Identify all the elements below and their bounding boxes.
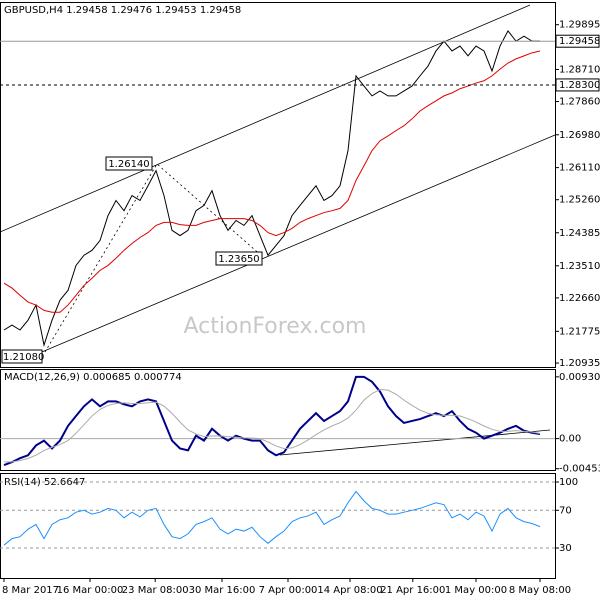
x-tick-label: 8 Mar 2017: [2, 585, 59, 596]
channel-lower: [29, 134, 556, 358]
x-tick-label: 16 Mar 00:00: [57, 585, 124, 596]
annotation-box: [1, 349, 43, 364]
series-line: [3, 50, 541, 313]
y-tick-label: 1.29895: [559, 20, 600, 31]
y-tick-label: 30: [559, 543, 572, 554]
x-tick-label: 8 May 08:00: [509, 585, 571, 596]
y-tick-label: 1.21775: [559, 326, 600, 337]
x-tick-label: 30 Mar 16:00: [189, 585, 256, 596]
y-tick-label: -0.004537: [559, 464, 600, 475]
annotation-label: 1.23650: [218, 254, 259, 265]
series-line: [4, 388, 541, 463]
series-line: [3, 375, 541, 467]
y-tick-label: 1.23510: [559, 261, 600, 272]
annotation-label: 1.21080: [3, 352, 44, 363]
price-panel: [0, 2, 556, 368]
y-tick-label: 70: [559, 505, 572, 516]
y-tick-label: 0.00: [559, 434, 581, 445]
price-label: 1.29458: [559, 36, 600, 47]
series-line: [3, 30, 540, 348]
y-tick-label: 1.27860: [559, 97, 600, 108]
y-tick-label: 1.22660: [559, 293, 600, 304]
x-tick-label: 21 Apr 16:00: [380, 585, 445, 596]
chart-title: GBPUSD,H4 1.29458 1.29476 1.29453 1.2945…: [4, 5, 241, 16]
price-box: [555, 34, 600, 48]
price-label: 1.28300: [559, 80, 600, 91]
y-tick-label: 1.24385: [559, 228, 600, 239]
macd-panel: [0, 369, 556, 471]
y-tick-label: 1.28710: [559, 64, 600, 75]
channel-upper: [0, 4, 531, 233]
chart-title: MACD(12,26,9) 0.000685 0.000774: [4, 372, 182, 383]
y-tick-label: 0.009306: [559, 372, 600, 383]
watermark: ActionForex.com: [184, 314, 367, 339]
rsi-panel: [0, 473, 556, 579]
annotation-box: [105, 156, 153, 171]
y-tick-label: 1.26110: [559, 163, 600, 174]
series-line: [3, 490, 541, 546]
y-tick-label: 100: [559, 477, 578, 488]
y-tick-label: 1.26980: [559, 130, 600, 141]
x-tick-label: 14 Apr 08:00: [317, 585, 382, 596]
x-tick-label: 7 Apr 00:00: [259, 585, 318, 596]
x-tick-label: 23 Mar 08:00: [122, 585, 189, 596]
price-box: [555, 78, 600, 92]
annotation-box: [215, 251, 263, 266]
x-tick-label: 1 May 00:00: [445, 585, 507, 596]
annotation: 1.26140 1.23650 1.21080: [1, 156, 263, 364]
y-tick-label: 1.25260: [559, 195, 600, 206]
macd-trendline: [279, 429, 551, 456]
y-tick-label: 1.20935: [559, 358, 600, 369]
annotation-label: 1.26140: [108, 159, 149, 170]
